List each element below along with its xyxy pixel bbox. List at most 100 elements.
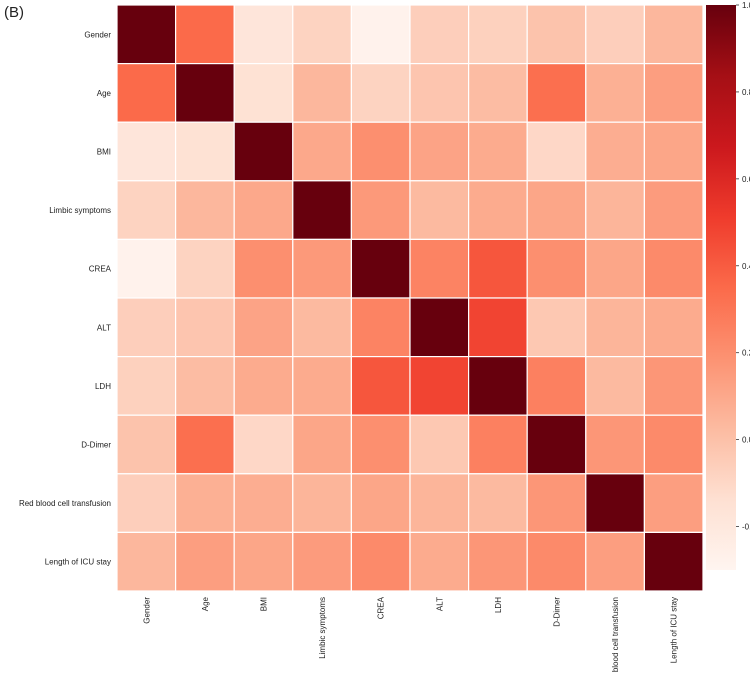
- heatmap-cell-7-8: [585, 414, 645, 475]
- heatmap-cell-1-7: [526, 62, 587, 123]
- heatmap-cell-9-7: [526, 531, 587, 592]
- heatmap-cell-8-2: [233, 473, 294, 533]
- heatmap-cells: [116, 4, 704, 592]
- column-label: Length of ICU stay: [670, 597, 679, 663]
- heatmap-cell-7-4: [350, 414, 411, 475]
- heatmap-cell-6-7: [526, 356, 587, 416]
- heatmap-cell-4-5: [409, 238, 470, 299]
- column-labels: Gender Age BMI Limbic symptoms CREA ALT LDH D-D…: [142, 596, 678, 674]
- heatmap-cell-6-4: [350, 356, 411, 416]
- heatmap-cell-5-6: [468, 297, 528, 358]
- heatmap-cell-3-7: [526, 180, 587, 241]
- row-label: Age: [97, 89, 112, 98]
- heatmap-cell-2-6: [468, 121, 528, 182]
- heatmap-cell-3-9: [643, 180, 704, 241]
- heatmap-cell-5-1: [175, 297, 235, 358]
- heatmap-cell-0-0: [116, 4, 177, 65]
- heatmap-cell-7-2: [233, 414, 294, 475]
- column-label: Gender: [142, 597, 151, 624]
- heatmap-cell-8-9: [643, 473, 704, 533]
- heatmap-cell-5-2: [233, 297, 294, 358]
- heatmap-cell-3-0: [116, 180, 177, 241]
- heatmap-cell-5-0: [116, 297, 177, 358]
- heatmap-cell-7-6: [468, 414, 528, 475]
- heatmap-cell-5-4: [350, 297, 411, 358]
- heatmap-cell-9-5: [409, 531, 470, 592]
- heatmap-cell-2-8: [585, 121, 645, 182]
- heatmap-cell-5-5: [409, 297, 470, 358]
- heatmap-cell-2-7: [526, 121, 587, 182]
- heatmap-cell-3-8: [585, 180, 645, 241]
- heatmap-cell-3-6: [468, 180, 528, 241]
- heatmap-cell-2-1: [175, 121, 235, 182]
- heatmap-cell-9-1: [175, 531, 235, 592]
- heatmap-cell-5-8: [585, 297, 645, 358]
- heatmap-cell-8-0: [116, 473, 177, 533]
- heatmap-cell-2-3: [292, 121, 352, 182]
- row-labels: Gender Age BMI Limbic symptoms CREA ALT LDH D-D…: [19, 30, 112, 566]
- heatmap-cell-2-4: [350, 121, 411, 182]
- row-label: Red blood cell transfusion: [19, 499, 111, 508]
- heatmap-cell-6-6: [468, 356, 528, 416]
- heatmap-cell-1-4: [350, 62, 411, 123]
- colorbar-tick-label: 0.2: [742, 349, 750, 358]
- heatmap-cell-5-9: [643, 297, 704, 358]
- heatmap-cell-8-1: [175, 473, 235, 533]
- heatmap-cell-7-5: [409, 414, 470, 475]
- panel-label: (B): [4, 4, 24, 21]
- row-label: BMI: [97, 148, 111, 157]
- heatmap-cell-2-5: [409, 121, 470, 182]
- heatmap-cell-1-2: [233, 62, 294, 123]
- heatmap-cell-7-9: [643, 414, 704, 475]
- row-label: CREA: [89, 265, 112, 274]
- row-label: ALT: [97, 323, 111, 332]
- heatmap-cell-9-9: [643, 531, 704, 592]
- heatmap-cell-4-8: [585, 238, 645, 299]
- column-label: LDH: [494, 597, 503, 613]
- heatmap-cell-0-9: [643, 4, 704, 65]
- column-label: Limbic symptoms: [318, 597, 327, 659]
- colorbar-tick-label: 0.0: [742, 436, 750, 445]
- heatmap-cell-3-5: [409, 180, 470, 241]
- heatmap-cell-4-7: [526, 238, 587, 299]
- heatmap-cell-4-4: [350, 238, 411, 299]
- heatmap-cell-9-8: [585, 531, 645, 592]
- heatmap-cell-4-0: [116, 238, 177, 299]
- heatmap-cell-9-6: [468, 531, 528, 592]
- heatmap-cell-1-3: [292, 62, 352, 123]
- heatmap-cell-0-6: [468, 4, 528, 65]
- heatmap-cell-0-4: [350, 4, 411, 65]
- heatmap-cell-0-7: [526, 4, 587, 65]
- colorbar-tick-label: 0.6: [742, 175, 750, 184]
- heatmap-cell-1-6: [468, 62, 528, 123]
- row-label: Length of ICU stay: [45, 558, 111, 567]
- heatmap-cell-7-3: [292, 414, 352, 475]
- heatmap-cell-8-8: [585, 473, 645, 533]
- column-label: D-Dimer: [553, 597, 562, 627]
- column-label: CREA: [377, 596, 386, 619]
- column-label: ALT: [435, 597, 444, 611]
- heatmap-cell-1-8: [585, 62, 645, 123]
- heatmap-cell-7-7: [526, 414, 587, 475]
- heatmap-cell-2-0: [116, 121, 177, 182]
- heatmap-cell-0-8: [585, 4, 645, 65]
- heatmap-cell-3-4: [350, 180, 411, 241]
- row-label: LDH: [95, 382, 111, 391]
- heatmap-cell-4-3: [292, 238, 352, 299]
- column-label: Age: [201, 596, 210, 611]
- heatmap-cell-6-8: [585, 356, 645, 416]
- colorbar-tick-label: 0.8: [742, 88, 750, 97]
- heatmap-cell-2-2: [233, 121, 294, 182]
- heatmap-cell-2-9: [643, 121, 704, 182]
- heatmap-cell-4-2: [233, 238, 294, 299]
- heatmap-cell-7-0: [116, 414, 177, 475]
- heatmap-cell-6-2: [233, 356, 294, 416]
- column-label: BMI: [260, 597, 269, 611]
- heatmap-cell-0-5: [409, 4, 470, 65]
- colorbar-tick-label: 1.0: [742, 1, 750, 10]
- heatmap-cell-9-0: [116, 531, 177, 592]
- heatmap-cell-0-2: [233, 4, 294, 65]
- heatmap-cell-8-3: [292, 473, 352, 533]
- heatmap-cell-1-1: [175, 62, 235, 123]
